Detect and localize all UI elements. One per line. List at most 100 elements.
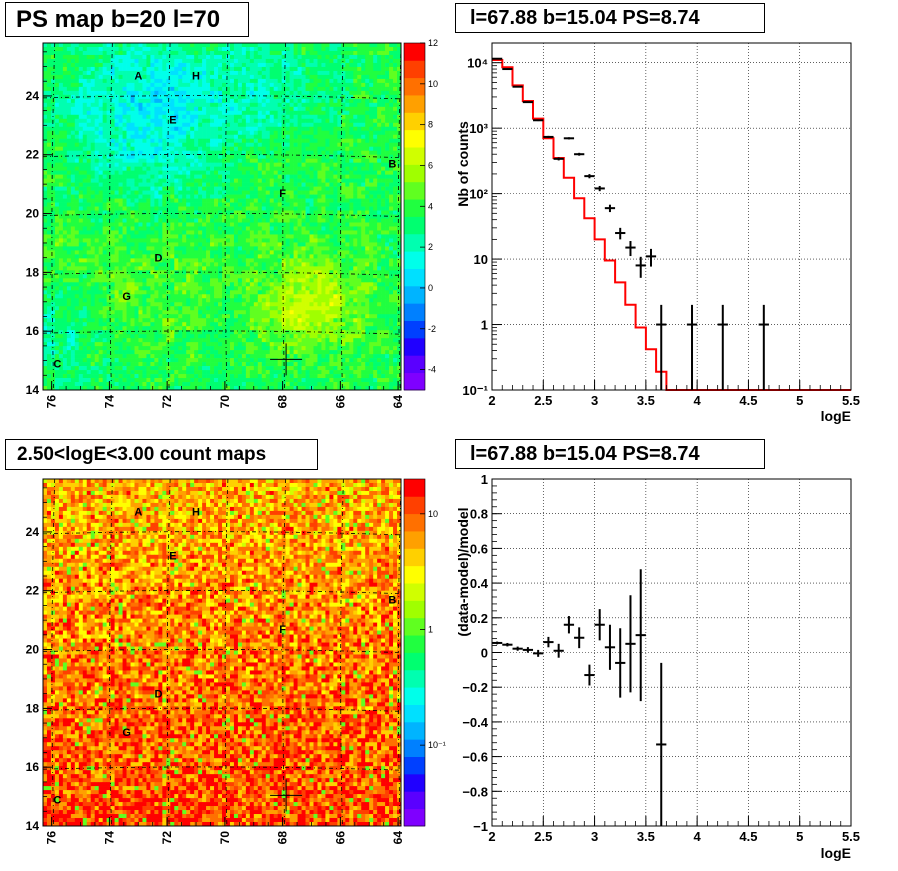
heatmap-cell: [365, 154, 370, 160]
heatmap-cell: [154, 178, 159, 183]
heatmap-cell: [222, 218, 227, 223]
heatmap-cell: [301, 174, 306, 179]
heatmap-cell: [166, 234, 171, 239]
heatmap-cell: [86, 90, 92, 96]
heatmap-cell: [110, 218, 115, 223]
heatmap-cell: [309, 234, 314, 239]
heatmap-cell: [301, 154, 306, 160]
heatmap-cell: [122, 74, 127, 80]
heatmap-cell: [333, 150, 338, 156]
heatmap-cell: [210, 146, 215, 152]
heatmap-cell: [361, 54, 366, 60]
heatmap-cell: [154, 134, 159, 140]
heatmap-cell: [241, 138, 247, 144]
heatmap-cell: [301, 250, 306, 255]
heatmap-cell: [265, 246, 271, 251]
heatmap-cell: [309, 158, 314, 164]
heatmap-cell: [237, 130, 243, 136]
heatmap-cell: [349, 198, 354, 203]
heatmap-cell: [174, 122, 179, 128]
heatmap-cell: [82, 90, 88, 96]
heatmap-cell: [329, 82, 334, 88]
heatmap-cell: [214, 158, 219, 164]
heatmap-cell: [377, 106, 382, 112]
heatmap-cell: [229, 142, 235, 148]
heatmap-cell: [138, 206, 143, 211]
heatmap-cell: [305, 142, 310, 148]
heatmap-cell: [253, 210, 259, 215]
heatmap-cell: [90, 46, 96, 52]
heatmap-cell: [365, 98, 370, 104]
heatmap-cell: [178, 246, 183, 251]
heatmap-cell: [54, 206, 60, 211]
heatmap-cell: [365, 43, 370, 48]
heatmap-cell: [130, 130, 135, 136]
heatmap-cell: [389, 190, 394, 195]
heatmap-cell: [94, 170, 100, 175]
heatmap-cell: [198, 46, 203, 52]
heatmap-cell: [245, 202, 251, 207]
heatmap-cell: [202, 78, 207, 84]
heatmap-cell: [233, 118, 239, 124]
heatmap-cell: [229, 86, 235, 92]
heatmap-cell: [130, 162, 135, 167]
heatmap-cell: [305, 138, 310, 144]
heatmap-cell: [214, 162, 219, 167]
heatmap-cell: [269, 90, 275, 96]
heatmap-cell: [317, 250, 322, 255]
heatmap-cell: [305, 238, 310, 243]
heatmap-cell: [313, 238, 318, 243]
heatmap-cell: [158, 258, 163, 263]
heatmap-cell: [74, 154, 80, 160]
heatmap-cell: [361, 106, 366, 112]
heatmap-cell: [206, 182, 211, 187]
heatmap-cell: [357, 46, 362, 52]
heatmap-cell: [241, 214, 247, 219]
heatmap-cell: [297, 190, 302, 195]
heatmap-cell: [190, 146, 195, 152]
heatmap-cell: [241, 210, 247, 215]
heatmap-cell: [225, 174, 231, 179]
heatmap-cell: [333, 74, 338, 80]
heatmap-cell: [333, 206, 338, 211]
heatmap-cell: [182, 178, 187, 183]
heatmap-cell: [90, 226, 96, 231]
heatmap-cell: [325, 58, 330, 64]
heatmap-cell: [321, 206, 326, 211]
heatmap-cell: [293, 50, 298, 56]
heatmap-cell: [357, 218, 362, 223]
heatmap-cell: [142, 50, 147, 56]
heatmap-cell: [206, 126, 211, 132]
heatmap-cell: [62, 250, 68, 255]
heatmap-cell: [241, 86, 247, 92]
heatmap-cell: [253, 50, 259, 56]
heatmap-cell: [261, 238, 267, 243]
heatmap-cell: [305, 54, 310, 60]
heatmap-cell: [357, 114, 362, 120]
heatmap-cell: [78, 70, 84, 76]
heatmap-cell: [50, 126, 56, 132]
heatmap-cell: [381, 222, 386, 227]
heatmap-cell: [381, 242, 386, 247]
heatmap-cell: [293, 138, 298, 144]
heatmap-cell: [86, 122, 92, 128]
heatmap-cell: [225, 182, 231, 187]
heatmap-cell: [210, 43, 215, 48]
heatmap-cell: [118, 258, 123, 263]
heatmap-cell: [114, 130, 119, 136]
heatmap-cell: [285, 46, 290, 52]
heatmap-cell: [126, 154, 131, 160]
heatmap-cell: [325, 82, 330, 88]
heatmap-cell: [146, 102, 151, 108]
heatmap-cell: [206, 94, 211, 100]
heatmap-cell: [218, 182, 223, 187]
heatmap-cell: [86, 70, 92, 76]
heatmap-cell: [241, 234, 247, 239]
heatmap-cell: [90, 130, 96, 136]
heatmap-cell: [353, 182, 358, 187]
heatmap-cell: [206, 246, 211, 251]
heatmap-cell: [194, 43, 199, 48]
heatmap-cell: [309, 90, 314, 96]
heatmap-cell: [70, 234, 76, 239]
heatmap-cell: [369, 238, 374, 243]
